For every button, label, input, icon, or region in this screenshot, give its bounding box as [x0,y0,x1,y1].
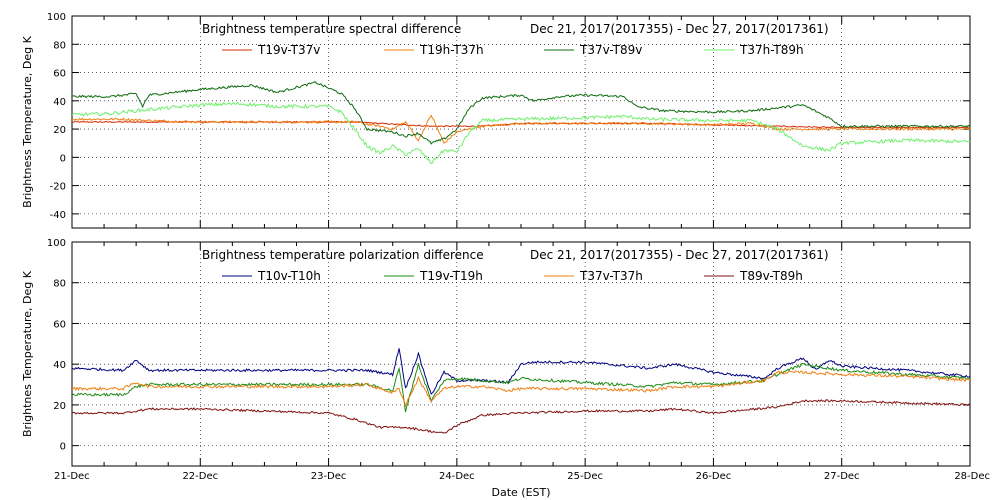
y-tick-label: 0 [60,153,66,164]
legend-label: T37h-T89h [739,43,804,57]
series-line-t37v-t37h [71,370,971,408]
y-tick-label: -40 [50,210,66,221]
y-tick-label: -20 [50,182,66,193]
x-tick-label: 27-Dec [824,471,860,482]
series-line-t37v-t89v [71,81,971,145]
x-tick-label: 26-Dec [696,471,732,482]
series-line-t37h-t89h [71,101,971,165]
y-tick-label: 40 [53,97,66,108]
y-tick-label: 20 [53,125,66,136]
x-tick-label: 22-Dec [182,471,218,482]
legend-label: T89v-T89h [739,269,803,283]
x-tick-label: 25-Dec [567,471,603,482]
y-axis-label: Brightness Temperature, Deg K [21,35,34,207]
y-tick-label: 100 [47,12,66,23]
y-tick-label: 0 [60,442,66,453]
chart-date-range: Dec 21, 2017(2017355) - Dec 27, 2017(201… [530,248,829,262]
x-tick-label: 24-Dec [439,471,475,482]
series-line-t19h-t37h [72,114,971,144]
legend-label: T19v-T19h [419,269,483,283]
chart-panel-1: -40 -20 0 20 40 60 80 100 Brightness temperature… [21,12,971,229]
chart-title: Brightness temperature polarization diff… [202,248,484,262]
y-tick-label: 40 [53,360,66,371]
x-tick-label: 23-Dec [311,471,347,482]
legend-label: T37v-T89v [579,43,642,57]
x-tick-label: 21-Dec [54,471,90,482]
legend-label: T37v-T37h [579,269,643,283]
y-tick-label: 60 [53,319,66,330]
y-tick-label: 80 [53,279,66,290]
y-tick-label: 80 [53,40,66,51]
series-line-t19v-t19h [71,362,971,413]
x-axis-label: Date (EST) [491,486,550,499]
chart-panel-2: 0 20 40 60 80 100 Brightness temperature polar… [21,238,971,467]
y-axis-label: Brightnes Temperature, Deg K [21,270,34,437]
chart-date-range: Dec 21, 2017(2017355) - Dec 27, 2017(201… [530,22,829,36]
y-tick-label: 60 [53,69,66,80]
chart-title: Brightness temperature spectral differen… [202,22,461,36]
series-line-t89v-t89h [71,399,971,434]
y-tick-label: 20 [53,401,66,412]
legend-label: T19h-T37h [419,43,484,57]
legend-label: T19v-T37v [257,43,320,57]
legend-label: T10v-T10h [257,269,321,283]
x-tick-label: 28-Dec [954,471,990,482]
y-tick-label: 100 [47,238,66,249]
plot-frame [71,241,971,467]
